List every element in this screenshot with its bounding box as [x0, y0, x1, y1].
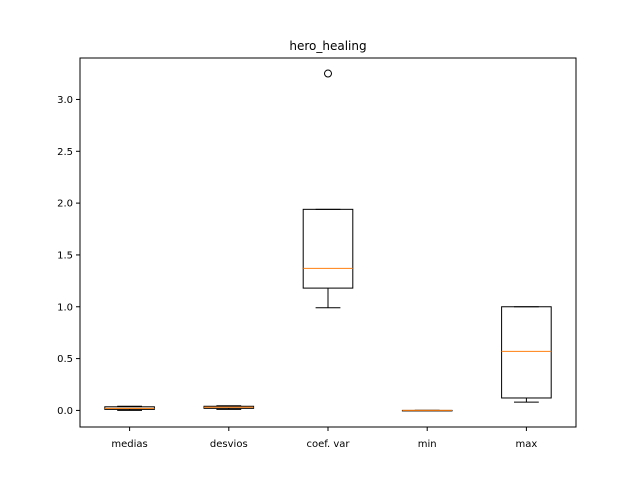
axes-frame — [79, 57, 577, 428]
x-tick-label: max — [516, 439, 538, 450]
x-tick-label: coef. var — [306, 439, 350, 450]
y-tick-label: 2.5 — [57, 147, 73, 158]
box-iqr — [302, 208, 354, 289]
y-tick-label: 0.5 — [57, 354, 73, 365]
box-iqr — [501, 306, 552, 399]
x-tick-label: medias — [111, 439, 147, 450]
chart-title: hero_healing — [289, 39, 366, 53]
y-tick-label: 1.5 — [57, 250, 73, 261]
outlier-point — [324, 69, 332, 78]
y-tick-label: 2.0 — [57, 199, 73, 210]
y-tick-label: 1.0 — [57, 302, 73, 313]
x-tick-label: min — [418, 439, 437, 450]
y-tick-label: 3.0 — [57, 95, 73, 106]
y-tick-label: 0.0 — [57, 406, 73, 417]
x-tick-label: desvios — [210, 439, 248, 450]
plot-area: 0.0 0.5 1.0 1.5 2.0 2.5 3.0 medias desvios coef. … — [57, 69, 552, 450]
